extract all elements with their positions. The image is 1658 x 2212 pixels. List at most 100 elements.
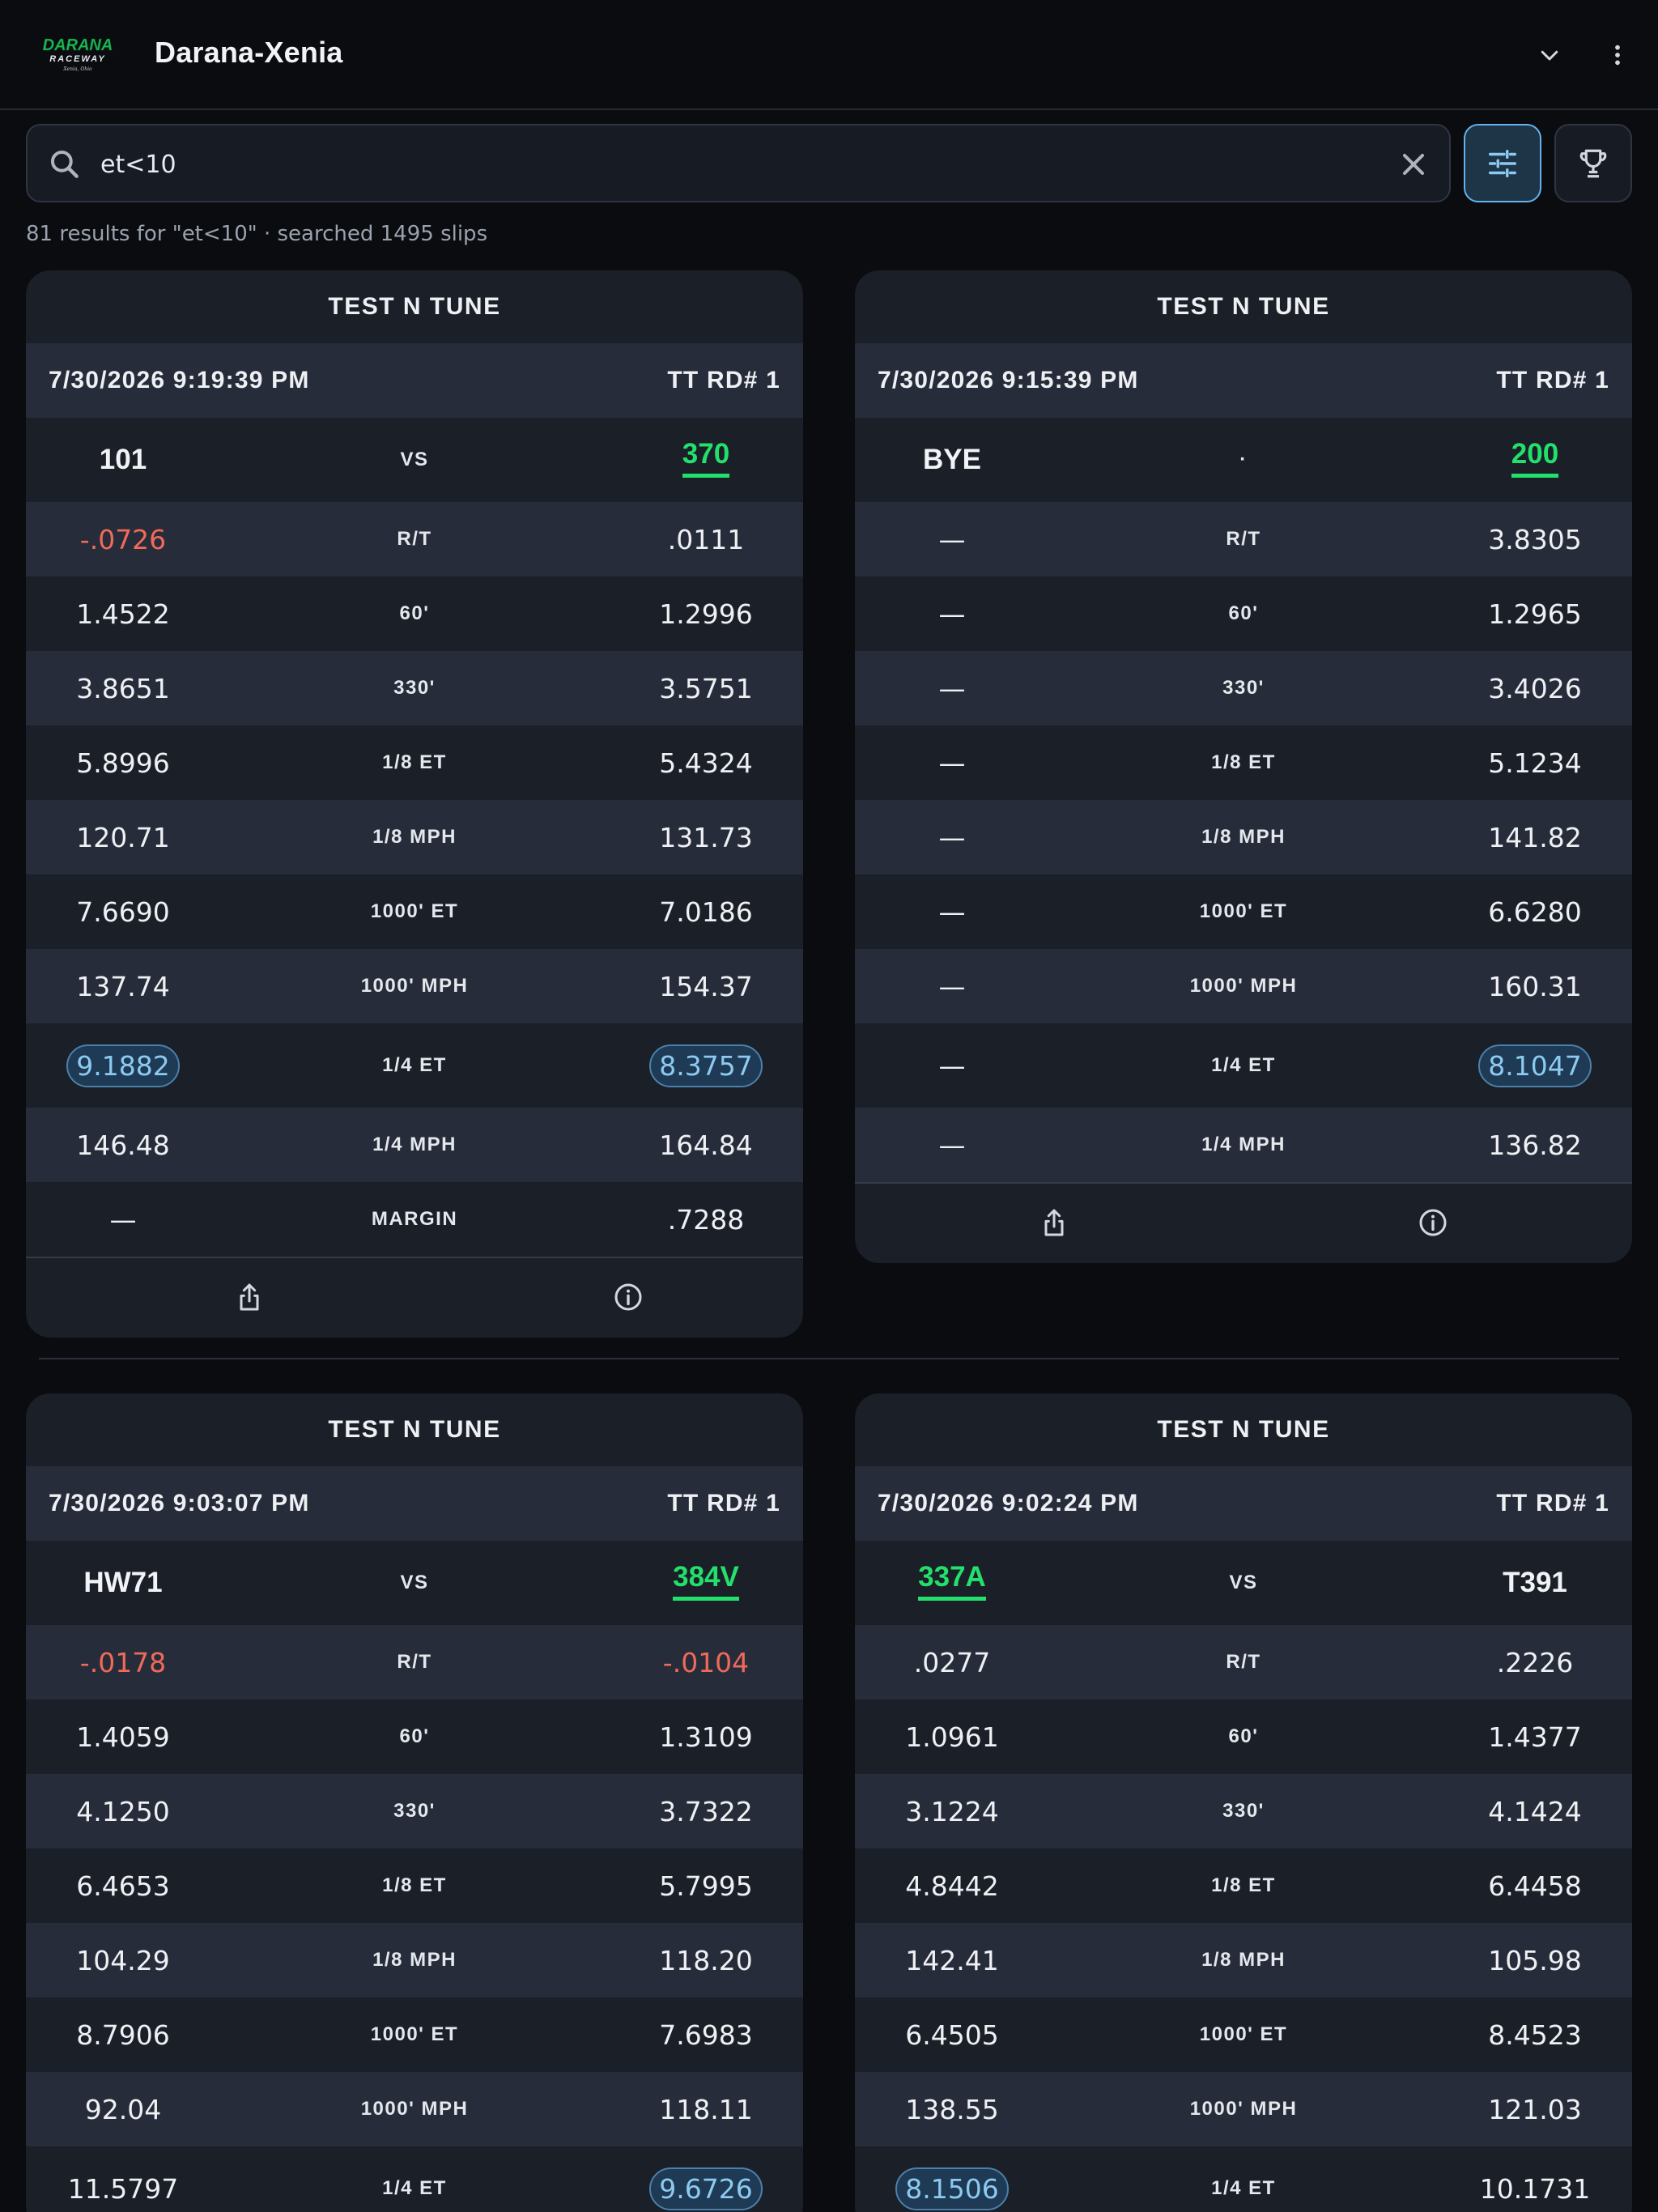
left-value: 7.6690 xyxy=(76,895,170,928)
matchup-row: HW71 VS 384V xyxy=(26,1541,803,1625)
left-car-number[interactable]: BYE xyxy=(923,444,981,475)
right-value: 141.82 xyxy=(1488,821,1582,853)
more-vertical-icon xyxy=(1615,45,1620,66)
timeslip-card[interactable]: TEST N TUNE 7/30/2026 9:03:07 PM TT RD# … xyxy=(26,1393,803,2212)
vs-label: VS xyxy=(400,1572,429,1593)
left-value: 4.1250 xyxy=(76,1795,170,1827)
matchup-row: BYE · 200 xyxy=(855,418,1632,502)
chevron-down-icon xyxy=(1541,50,1558,61)
stat-label: R/T xyxy=(397,1651,432,1673)
stat-row-60ft: 1.4059 60' 1.3109 xyxy=(26,1699,803,1774)
stat-row-330ft: 3.1224 330' 4.1424 xyxy=(855,1774,1632,1848)
right-value: 6.4458 xyxy=(1488,1870,1582,1902)
stat-label: 1/8 ET xyxy=(1211,751,1276,773)
app-header: DARANA RACEWAY Xenia, Ohio Darana-Xenia xyxy=(0,0,1658,110)
card-info-row: 7/30/2026 9:15:39 PM TT RD# 1 xyxy=(855,343,1632,418)
share-icon[interactable] xyxy=(1038,1206,1070,1239)
stat-label: 1/4 ET xyxy=(382,2177,447,2199)
left-car-number-winner[interactable]: 337A xyxy=(918,1561,986,1601)
vs-label: VS xyxy=(400,449,429,470)
stat-label: R/T xyxy=(1226,528,1261,550)
right-value: 1.2965 xyxy=(1488,598,1582,630)
left-value: 6.4505 xyxy=(905,2018,999,2051)
stat-row-1000ft-mph: 138.55 1000' MPH 121.03 xyxy=(855,2072,1632,2146)
stat-row-rt: -.0178 R/T -.0104 xyxy=(26,1625,803,1699)
stat-label: MARGIN xyxy=(371,1208,458,1230)
right-car-number-winner[interactable]: 370 xyxy=(682,438,730,478)
right-car-number-winner[interactable]: 200 xyxy=(1511,438,1559,478)
right-value: 1.3109 xyxy=(659,1721,753,1753)
stat-label: 1/8 ET xyxy=(1211,1874,1276,1896)
stat-label: 1/8 MPH xyxy=(1201,1949,1286,1971)
filter-button[interactable] xyxy=(1464,124,1541,202)
stat-label: 1000' MPH xyxy=(1189,2098,1298,2120)
stat-label: 60' xyxy=(399,602,430,624)
stat-row-quarter-et: — 1/4 ET 8.1047 xyxy=(855,1023,1632,1108)
timeslip-card[interactable]: TEST N TUNE 7/30/2026 9:15:39 PM TT RD# … xyxy=(855,270,1632,1263)
timeslip-card[interactable]: TEST N TUNE 7/30/2026 9:19:39 PM TT RD# … xyxy=(26,270,803,1338)
track-title: Darana-Xenia xyxy=(155,36,343,69)
stat-label: 1000' MPH xyxy=(360,975,469,997)
stat-row-eighth-et: 4.8442 1/8 ET 6.4458 xyxy=(855,1848,1632,1923)
track-dropdown-button[interactable] xyxy=(1532,37,1567,73)
stat-label: 1000' ET xyxy=(370,900,459,922)
left-value: 3.8651 xyxy=(76,672,170,704)
stat-label: 1/4 ET xyxy=(1211,1054,1276,1076)
left-car-number[interactable]: 101 xyxy=(99,444,147,475)
info-icon[interactable] xyxy=(1417,1206,1449,1239)
search-input[interactable] xyxy=(100,142,1347,187)
right-value-best: 8.3757 xyxy=(649,1044,763,1087)
stat-label: 1/8 ET xyxy=(382,751,447,773)
matchup-row: 337A VS T391 xyxy=(855,1541,1632,1625)
right-value: 5.4324 xyxy=(659,747,753,779)
left-value: — xyxy=(938,821,966,853)
trophy-icon xyxy=(1579,149,1607,177)
trophy-button[interactable] xyxy=(1554,124,1632,202)
left-value: — xyxy=(938,747,966,779)
stat-label: 330' xyxy=(1222,1800,1265,1822)
stat-row-60ft: 1.0961 60' 1.4377 xyxy=(855,1699,1632,1774)
share-icon[interactable] xyxy=(233,1281,266,1313)
right-value: 1.4377 xyxy=(1488,1721,1582,1753)
stat-row-eighth-mph: 142.41 1/8 MPH 105.98 xyxy=(855,1923,1632,1997)
timeslip-card[interactable]: TEST N TUNE 7/30/2026 9:02:24 PM TT RD# … xyxy=(855,1393,1632,2212)
card-footer xyxy=(855,1182,1632,1263)
right-car-number-winner[interactable]: 384V xyxy=(673,1561,739,1601)
stat-row-rt: — R/T 3.8305 xyxy=(855,502,1632,576)
stat-label: 1/8 MPH xyxy=(1201,826,1286,848)
stat-label: 1/8 MPH xyxy=(372,826,457,848)
stat-label: 330' xyxy=(393,1800,436,1822)
card-title: TEST N TUNE xyxy=(1157,1416,1330,1443)
left-value: — xyxy=(938,598,966,630)
right-car-number[interactable]: T391 xyxy=(1503,1567,1567,1598)
svg-text:RACEWAY: RACEWAY xyxy=(49,54,105,64)
svg-text:Xenia, Ohio: Xenia, Ohio xyxy=(62,66,92,72)
stat-row-rt: .0277 R/T .2226 xyxy=(855,1625,1632,1699)
card-info-row: 7/30/2026 9:03:07 PM TT RD# 1 xyxy=(26,1466,803,1541)
sliders-icon xyxy=(1488,149,1517,177)
right-value: 3.5751 xyxy=(659,672,753,704)
stat-row-quarter-et: 8.1506 1/4 ET 10.1731 xyxy=(855,2146,1632,2212)
stat-label: R/T xyxy=(397,528,432,550)
right-value: 118.11 xyxy=(659,2093,753,2125)
slip-round: TT RD# 1 xyxy=(667,367,780,393)
right-value: 5.7995 xyxy=(659,1870,753,1902)
left-value: 142.41 xyxy=(905,1944,999,1976)
right-value: 4.1424 xyxy=(1488,1795,1582,1827)
info-icon[interactable] xyxy=(612,1281,644,1313)
stat-label: 1/8 ET xyxy=(382,1874,447,1896)
close-icon[interactable] xyxy=(1396,147,1431,182)
right-value: 164.84 xyxy=(659,1129,753,1161)
left-value: 138.55 xyxy=(905,2093,999,2125)
results-summary: 81 results for "et<10" · searched 1495 s… xyxy=(26,222,488,246)
stat-row-330ft: — 330' 3.4026 xyxy=(855,651,1632,725)
stat-row-1000ft-mph: 137.74 1000' MPH 154.37 xyxy=(26,949,803,1023)
more-menu-button[interactable] xyxy=(1600,37,1635,73)
stat-label: 60' xyxy=(1228,1725,1259,1747)
stat-label: 1000' ET xyxy=(370,2023,459,2045)
stat-label: 1000' ET xyxy=(1199,900,1288,922)
left-car-number[interactable]: HW71 xyxy=(83,1567,163,1598)
stat-row-margin: — MARGIN .7288 xyxy=(26,1182,803,1257)
right-value: .0111 xyxy=(667,523,745,555)
stat-label: 60' xyxy=(1228,602,1259,624)
